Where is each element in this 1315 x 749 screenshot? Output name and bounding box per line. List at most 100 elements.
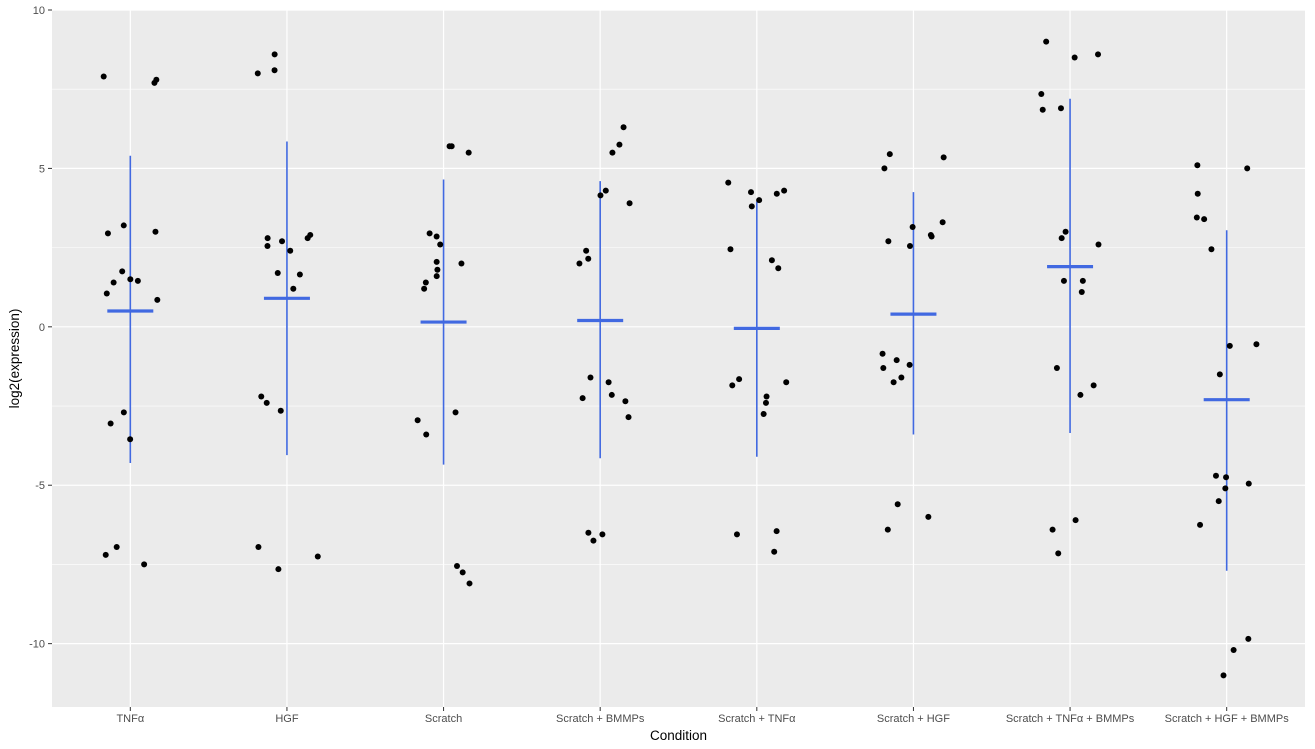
data-point	[110, 279, 117, 286]
data-point	[605, 379, 612, 386]
data-point	[1194, 190, 1201, 197]
data-point	[773, 190, 780, 197]
plot-panel	[52, 10, 1305, 707]
data-point	[255, 544, 262, 551]
data-point	[1194, 162, 1201, 169]
data-point	[898, 374, 905, 381]
data-point	[760, 410, 767, 417]
x-tick-label: Scratch + TNFα + BMMPs	[1006, 713, 1135, 725]
data-point	[1095, 241, 1102, 248]
y-axis-title: log2(expression)	[7, 309, 22, 409]
data-point	[616, 141, 623, 148]
x-tick-label: Scratch + HGF + BMMPs	[1165, 713, 1290, 725]
data-point	[783, 379, 790, 386]
data-point	[1244, 165, 1251, 172]
data-point	[597, 192, 604, 199]
data-point	[736, 376, 743, 383]
data-point	[446, 143, 453, 150]
data-point	[620, 124, 627, 131]
data-point	[458, 260, 465, 267]
data-point	[433, 233, 440, 240]
data-point	[880, 365, 887, 372]
minor-gridlines	[52, 88, 1305, 565]
data-point	[587, 374, 594, 381]
x-tick-label: Scratch	[425, 713, 462, 725]
data-point	[304, 235, 311, 242]
data-point	[274, 269, 281, 276]
data-point	[622, 398, 629, 405]
data-point	[626, 200, 633, 207]
data-point	[423, 431, 430, 438]
data-point	[884, 526, 891, 533]
x-tick-label: TNFα	[116, 713, 144, 725]
data-point	[153, 76, 160, 83]
data-point	[773, 528, 780, 535]
data-point	[1193, 214, 1200, 221]
data-point	[885, 238, 892, 245]
data-point	[263, 399, 270, 406]
x-axis-title: Condition	[650, 728, 707, 743]
data-point	[1220, 672, 1227, 679]
data-point	[102, 551, 109, 558]
data-point	[459, 569, 466, 576]
data-point	[886, 151, 893, 158]
data-point	[120, 409, 127, 416]
data-point	[1090, 382, 1097, 389]
data-point	[453, 563, 460, 570]
data-point	[1049, 526, 1056, 533]
y-tick-label: 0	[39, 322, 45, 334]
data-point	[119, 268, 126, 275]
data-point	[1230, 646, 1237, 653]
data-point	[1226, 342, 1233, 349]
data-point	[258, 393, 265, 400]
data-point	[434, 266, 441, 273]
y-tick-label: 10	[33, 5, 45, 17]
data-point	[1055, 550, 1062, 557]
data-point	[465, 149, 472, 156]
data-point	[141, 561, 148, 568]
data-point	[771, 548, 778, 555]
summary-bars	[107, 98, 1250, 571]
data-point	[894, 501, 901, 508]
data-point	[152, 228, 159, 235]
x-axis: TNFα HGF Scratch Scratch + BMMPs Scratch + T…	[116, 707, 1289, 725]
data-point	[775, 265, 782, 272]
data-point	[879, 350, 886, 357]
data-point	[585, 529, 592, 536]
data-point	[608, 391, 615, 398]
data-point	[437, 241, 444, 248]
x-tick-label: Scratch + HGF	[877, 713, 950, 725]
data-point	[583, 247, 590, 254]
data-point	[127, 436, 134, 443]
data-point	[1043, 38, 1050, 45]
data-point	[1058, 235, 1065, 242]
data-point	[1212, 472, 1219, 479]
data-point	[279, 238, 286, 245]
data-point	[314, 553, 321, 560]
y-tick-label: 5	[39, 163, 45, 175]
data-point	[421, 285, 428, 292]
data-point	[287, 247, 294, 254]
data-point	[939, 219, 946, 226]
data-point	[590, 537, 597, 544]
data-point	[433, 258, 440, 265]
data-point	[277, 407, 284, 414]
data-point	[134, 277, 141, 284]
data-point	[928, 233, 935, 240]
data-point	[585, 255, 592, 262]
data-points	[100, 38, 1260, 679]
data-point	[290, 285, 297, 292]
data-point	[890, 379, 897, 386]
data-point	[1078, 288, 1085, 295]
data-point	[452, 409, 459, 416]
data-point	[940, 154, 947, 161]
data-point	[127, 276, 134, 283]
data-point	[727, 246, 734, 253]
data-point	[756, 197, 763, 204]
data-point	[1216, 371, 1223, 378]
data-point	[422, 279, 429, 286]
data-point	[881, 165, 888, 172]
data-point	[1072, 517, 1079, 524]
data-point	[893, 357, 900, 364]
